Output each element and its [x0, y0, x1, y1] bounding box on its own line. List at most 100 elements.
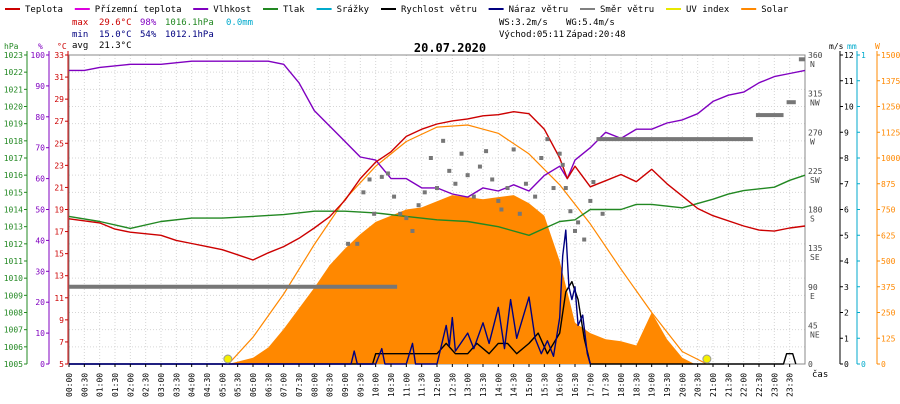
axis-degc-tick-label: 11: [54, 294, 64, 303]
axis-w-tick-label: 1375: [881, 77, 900, 86]
axis-ms-tick-label: 4: [844, 257, 849, 266]
wind-direction-point: [416, 203, 421, 208]
stat-wind-speed: WS:3.2m/s: [499, 18, 548, 28]
x-axis-title: čas: [812, 369, 828, 380]
axis-pct-tick-label: 60: [35, 175, 45, 184]
x-tick-label: 16:30: [571, 373, 580, 397]
axis-hpa-tick-label: 1020: [4, 103, 23, 112]
x-tick-label: 02:30: [142, 373, 151, 397]
series-solar-area: [228, 195, 695, 364]
wind-direction-point: [441, 138, 446, 143]
stat-max-temp: 29.6°C: [99, 18, 132, 28]
x-tick-label: 08:00: [310, 373, 319, 397]
x-tick-label: 23:30: [786, 373, 795, 397]
x-tick-label: 02:00: [126, 373, 135, 397]
axis-degc-tick-label: 13: [54, 272, 64, 281]
axis-pct-tick-label: 20: [35, 298, 45, 307]
solar-layer: [228, 195, 695, 364]
wind-direction-point: [453, 181, 458, 186]
axis-pct-tick-label: 10: [35, 329, 45, 338]
axis-hpa-tick-label: 1019: [4, 120, 23, 129]
x-tick-label: 04:30: [203, 373, 212, 397]
x-tick-label: 17:30: [602, 373, 611, 397]
x-tick-label: 11:30: [418, 373, 427, 397]
x-tick-label: 22:30: [755, 373, 764, 397]
axis-w-tick-label: 875: [881, 180, 896, 189]
x-tick-label: 18:00: [617, 373, 626, 397]
x-tick-label: 00:00: [65, 373, 74, 397]
axis-hpa-tick-label: 1017: [4, 154, 23, 163]
axis-pct-tick-label: 40: [35, 236, 45, 245]
axis-hpa-tick-label: 1012: [4, 240, 23, 249]
wind-direction-point: [545, 137, 550, 142]
wind-direction-point: [398, 211, 403, 216]
axis-dir-tick-label: 90: [808, 283, 818, 292]
axis-dir-tick-label: 45: [808, 321, 818, 330]
legend-label: Solar: [761, 5, 789, 15]
x-tick-label: 00:30: [80, 373, 89, 397]
axis-ms-tick-label: 6: [844, 206, 849, 215]
axis-pct-tick-label: 100: [31, 51, 46, 60]
axis-degc-tick-label: 5: [59, 360, 64, 369]
x-tick-label: 18:30: [632, 373, 641, 397]
axis-degc-tick-label: 17: [54, 228, 64, 237]
axis-ms-tick-label: 9: [844, 128, 849, 137]
wind-direction-point: [533, 194, 538, 199]
x-tick-label: 19:00: [648, 373, 657, 397]
x-tick-label: 13:30: [479, 373, 488, 397]
plot-grid: [68, 54, 806, 365]
x-tick-label: 05:00: [218, 373, 227, 397]
axis-ms-tick-label: 2: [844, 309, 849, 318]
series-line: [228, 124, 708, 365]
wind-direction-block: [798, 57, 805, 62]
wind-direction-point: [563, 186, 568, 191]
wind-direction-point: [477, 164, 482, 169]
wind-direction-point: [551, 186, 556, 191]
x-tick-label: 07:30: [295, 373, 304, 397]
axis-dir-tick-label: 270: [808, 128, 823, 137]
x-tick-label: 13:00: [464, 373, 473, 397]
x-tick-label: 16:00: [556, 373, 565, 397]
axis-degc-tick-label: 21: [54, 183, 64, 192]
axis-degc-tick-label: 7: [59, 338, 64, 347]
stat-avg-temp: 21.3°C: [99, 41, 132, 51]
x-tick-label: 07:00: [280, 373, 289, 397]
axis-dir-tick-label: 0: [808, 360, 813, 369]
axis-pct-tick-label: 0: [40, 360, 45, 369]
series-line: [68, 110, 806, 261]
legend-label: Tlak: [283, 5, 305, 15]
axis-hpa-tick-label: 1008: [4, 309, 23, 318]
axis-hpa-tick-label: 1016: [4, 171, 23, 180]
x-tick-label: 09:00: [341, 373, 350, 397]
x-tick-label: 01:30: [111, 373, 120, 397]
axis-mm-tick-label: 0: [861, 360, 866, 369]
legend-label: Přízemní teplota: [95, 5, 182, 15]
axis-degc-tick-label: 23: [54, 161, 64, 170]
axis-pct-tick-label: 70: [35, 144, 45, 153]
axis-hpa-tick-label: 1009: [4, 291, 23, 300]
axis-hpa-tick-label: 1006: [4, 343, 23, 352]
series-line: [68, 174, 806, 237]
x-tick-label: 03:30: [172, 373, 181, 397]
x-tick-label: 14:00: [494, 373, 503, 397]
x-tick-label: 06:30: [264, 373, 273, 397]
x-tick-label: 12:00: [433, 373, 442, 397]
axis-degc-tick-label: 33: [54, 51, 64, 60]
axis-w-tick-label: 125: [881, 334, 896, 343]
sun-marker: [223, 354, 233, 364]
stat-min-press: 1012.1hPa: [165, 30, 214, 40]
x-tick-label: 09:30: [356, 373, 365, 397]
axis-w-tick-label: 750: [881, 206, 896, 215]
axis-degc-tick-label: 27: [54, 117, 64, 126]
axis-ms-tick-label: 5: [844, 231, 849, 240]
sun-marker: [702, 354, 712, 364]
x-tick-label: 03:00: [157, 373, 166, 397]
x-tick-label: 15:00: [525, 373, 534, 397]
stat-sunset: Západ:20:48: [566, 30, 626, 40]
wind-direction-layer: [69, 57, 805, 289]
axis-ms-tick-label: 12: [844, 51, 854, 60]
axis-hpa-tick-label: 1022: [4, 68, 23, 77]
x-tick-label: 10:00: [372, 373, 381, 397]
x-tick-label: 21:00: [709, 373, 718, 397]
wind-direction-point: [355, 241, 360, 246]
